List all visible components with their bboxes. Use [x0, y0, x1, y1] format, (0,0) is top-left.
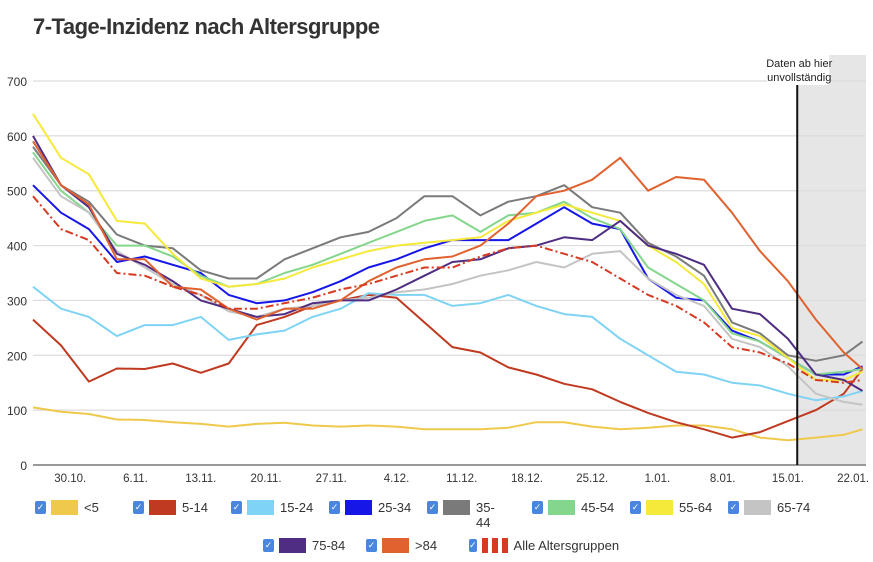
annotation-text: Daten ab hier — [766, 58, 832, 70]
legend-label: Alle Altersgruppen — [513, 538, 620, 553]
legend-swatch — [744, 500, 771, 515]
series-line-15-24 — [32, 285, 863, 402]
legend-label: 65-74 — [777, 500, 811, 515]
legend-swatch — [279, 538, 306, 553]
legend-checkbox[interactable]: ✓ — [427, 501, 438, 514]
legend-swatch — [149, 500, 176, 515]
legend-item[interactable]: ✓ 35- 44 — [427, 500, 532, 530]
legend-label: 5-14 — [182, 500, 209, 515]
y-tick-label: 600 — [7, 130, 27, 144]
series-line-45-54 — [32, 151, 863, 376]
legend-item[interactable]: ✓ <5 — [35, 500, 133, 515]
legend-swatch — [548, 500, 575, 515]
legend-swatch — [382, 538, 409, 553]
legend-checkbox[interactable]: ✓ — [133, 501, 144, 514]
x-tick-label: 18.12. — [511, 473, 543, 485]
legend-item[interactable]: ✓ 15-24 — [231, 500, 329, 515]
x-tick-label: 30.10. — [54, 473, 86, 485]
y-tick-label: 200 — [7, 349, 27, 363]
series-line-55-64 — [32, 113, 863, 381]
y-tick-label: 300 — [7, 294, 27, 308]
legend-label: 15-24 — [280, 500, 314, 515]
annotation-bg — [767, 53, 830, 85]
series-line-75-84 — [32, 135, 864, 392]
legend-label: 55-64 — [679, 500, 713, 515]
legend-swatch — [51, 500, 78, 515]
legend-swatch — [443, 500, 470, 515]
legend-swatch — [646, 500, 673, 515]
legend-label: 45-54 — [581, 500, 615, 515]
series-line--84 — [32, 140, 864, 370]
legend-item[interactable]: ✓ Alle Altersgruppen — [469, 538, 619, 553]
series-line--5 — [32, 406, 863, 442]
legend-label: 25-34 — [378, 500, 412, 515]
x-tick-label: 4.12. — [384, 473, 410, 485]
x-tick-label: 11.12. — [446, 473, 477, 485]
legend-checkbox[interactable]: ✓ — [329, 501, 340, 514]
x-tick-label: 15.01. — [772, 473, 804, 485]
legend-swatch-dashed — [481, 538, 508, 553]
x-tick-label: 6.11. — [123, 473, 148, 485]
legend-row-2: ✓ 75-84 ✓ >84 ✓ Alle Altersgruppen — [263, 538, 619, 553]
y-tick-label: 500 — [7, 185, 27, 199]
legend-label: <5 — [84, 500, 99, 515]
x-tick-label: 22.01. — [837, 473, 869, 485]
legend-checkbox[interactable]: ✓ — [35, 501, 46, 514]
legend-label: 75-84 — [312, 538, 346, 553]
series-line-65-74 — [32, 157, 863, 406]
x-tick-label: 13.11. — [185, 473, 216, 485]
legend-checkbox[interactable]: ✓ — [728, 501, 739, 514]
legend-item[interactable]: ✓ 45-54 — [532, 500, 630, 515]
series-line-5-14 — [32, 293, 864, 439]
x-tick-label: 20.11. — [250, 473, 281, 485]
y-tick-label: 400 — [7, 240, 27, 254]
incomplete-region — [797, 55, 866, 465]
legend-checkbox[interactable]: ✓ — [366, 539, 377, 552]
series-line-alle-altersgruppen — [32, 195, 863, 384]
legend-checkbox[interactable]: ✓ — [630, 501, 641, 514]
legend: ✓ <5 ✓ 5-14 ✓ 15-24 ✓ 25-34 ✓ 35- 44 ✓ 45-54 ✓ 55-64 ✓… — [35, 500, 826, 530]
chart-title: 7-Tage-Inzidenz nach Altersgruppe — [33, 14, 380, 39]
legend-item[interactable]: ✓ 65-74 — [728, 500, 826, 515]
legend-swatch — [247, 500, 274, 515]
x-tick-label: 25.12. — [576, 473, 608, 485]
x-tick-label: 8.01. — [710, 473, 736, 485]
series-line-25-34 — [32, 184, 863, 376]
legend-item[interactable]: ✓ 55-64 — [630, 500, 728, 515]
x-tick-label: 1.01. — [645, 473, 671, 485]
legend-item[interactable]: ✓ 25-34 — [329, 500, 427, 515]
legend-checkbox[interactable]: ✓ — [231, 501, 242, 514]
legend-label: >84 — [415, 538, 438, 553]
annotation-text: unvollständig — [767, 72, 831, 84]
legend-checkbox[interactable]: ✓ — [263, 539, 274, 552]
series-line-35-44 — [32, 146, 864, 362]
y-tick-label: 0 — [20, 459, 27, 473]
x-tick-label: 27.11. — [316, 473, 347, 485]
legend-checkbox[interactable]: ✓ — [469, 539, 477, 552]
legend-swatch — [345, 500, 372, 515]
line-chart: 0 100 200 300 400 500 600 700 30.10. 6.11. 13.11. 2… — [7, 53, 869, 485]
legend-label: 35- 44 — [476, 500, 495, 530]
legend-item[interactable]: ✓ 5-14 — [133, 500, 231, 515]
legend-item[interactable]: ✓ 75-84 — [263, 538, 366, 553]
y-tick-label: 100 — [7, 404, 27, 418]
y-tick-label: 700 — [7, 75, 27, 89]
legend-checkbox[interactable]: ✓ — [532, 501, 543, 514]
legend-item[interactable]: ✓ >84 — [366, 538, 469, 553]
